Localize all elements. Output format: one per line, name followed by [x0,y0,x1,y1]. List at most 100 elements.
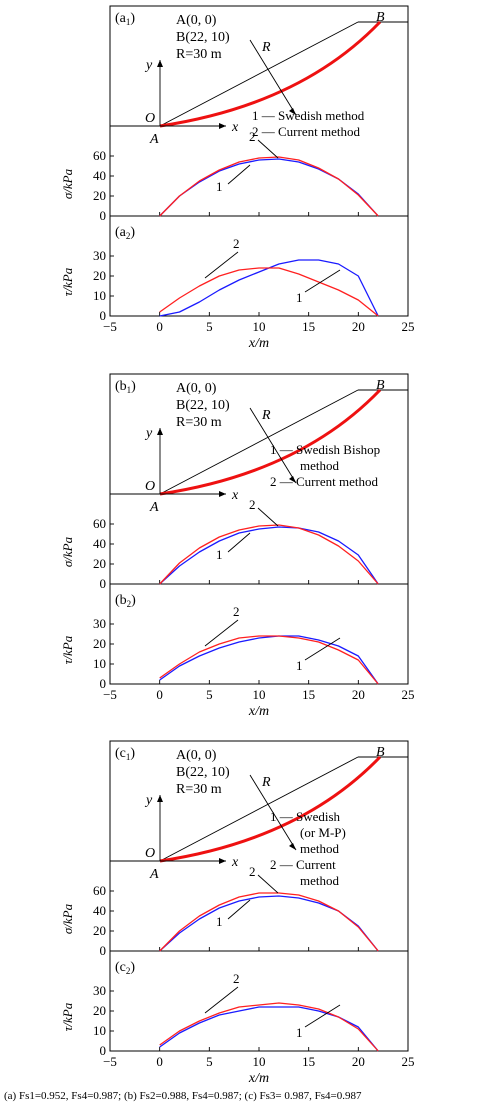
sigma-callout-line-2 [257,139,279,159]
sigma-callout-line-1 [227,532,251,553]
info-line-1: B(22, 10) [176,30,230,45]
sigma-ytick-label-60: 60 [93,148,106,163]
tau-callout-1: 1 [296,1025,303,1040]
legend-line-0-0: 1 — Swedish method [252,108,365,123]
x-tick-label-5: 20 [352,687,365,702]
legend-line-0-0: 1 — Swedish Bishop [270,442,380,457]
panel-label-b2: (b2) [115,593,136,609]
sigma-callout-1: 1 [216,179,223,194]
label-radius: R [261,775,271,790]
info-line-0: A(0, 0) [176,13,217,28]
legend-line-0-2: method [300,841,339,856]
sigma-ytick-label-0: 0 [100,208,107,223]
slip-surface-arc [159,388,382,496]
sigma-ytick-label-60: 60 [93,516,106,531]
tau-callout-1: 1 [296,290,303,305]
info-line-0: A(0, 0) [176,748,217,763]
sigma-ytick-label-40: 40 [93,903,106,918]
slip-surface-arc [159,755,382,863]
x-tick-label-5: 20 [352,1054,365,1069]
x-tick-label-1: 0 [156,319,163,334]
x-tick-label-1: 0 [156,1054,163,1069]
x-tick-label-0: −5 [103,319,117,334]
x-tick-label-6: 25 [402,319,415,334]
radius-arrowhead [289,108,296,115]
slope-line [159,389,359,495]
label-radius: R [261,40,271,55]
slope-line [159,21,359,127]
info-line-1: B(22, 10) [176,765,230,780]
x-tick-label-1: 0 [156,687,163,702]
tau-ytick-label-10: 10 [93,656,106,671]
x-tick-label-4: 15 [302,687,315,702]
sigma-series-1-c [159,895,379,952]
sigma-series-2-c [159,892,379,952]
label-point-o: O [145,111,155,126]
x-axis-arrowhead [219,858,226,864]
label-point-b: B [376,10,385,25]
sigma-ytick-label-20: 20 [93,188,106,203]
tau-callout-line-1 [304,637,341,661]
x-tick-label-2: 5 [206,319,213,334]
legend-line-1-0: 2 — Current [270,857,336,872]
tau-ytick-label-20: 20 [93,1003,106,1018]
x-tick-label-2: 5 [206,1054,213,1069]
sigma-series-1-a [159,158,379,217]
tau-axis-label: τ/kPa [60,267,75,296]
info-line-2: R=30 m [176,47,222,62]
label-point-b: B [376,745,385,760]
tau-axis-label: τ/kPa [60,1002,75,1031]
tau-ytick-label-10: 10 [93,288,106,303]
sigma-callout-2: 2 [249,129,256,144]
tau-ytick-label-30: 30 [93,983,106,998]
tau-ytick-label-20: 20 [93,268,106,283]
tau-callout-line-1 [304,1004,341,1028]
label-point-o: O [145,846,155,861]
sigma-callout-line-2 [257,874,279,894]
label-point-a: A [149,500,159,515]
sigma-axis-label: σ/kPa [60,903,75,934]
tau-ytick-label-0: 0 [100,1043,107,1058]
label-point-a: A [149,867,159,882]
panel-label-c2: (c2) [115,960,135,976]
x-axis-label: x/m [248,704,269,719]
panel-c: (c1) (c2) OA B Rx y A(0, 0) B(22, 10) R=30 m 1 — … [60,740,415,1086]
legend-line-0-1: (or M-P) [300,825,346,840]
label-point-o: O [145,479,155,494]
panel-label-a2: (a2) [115,225,135,241]
tau-ytick-label-0: 0 [100,676,107,691]
tau-series-1-b [159,635,379,685]
label-point-b: B [376,378,385,393]
slope-line [159,756,359,862]
x-tick-label-3: 10 [253,1054,266,1069]
label-x-axis: x [231,120,239,135]
tau-ytick-label-30: 30 [93,616,106,631]
sigma-ytick-label-0: 0 [100,943,107,958]
x-tick-label-6: 25 [402,687,415,702]
x-tick-label-4: 15 [302,1054,315,1069]
sigma-ytick-label-60: 60 [93,883,106,898]
label-radius: R [261,408,271,423]
tau-ytick-label-10: 10 [93,1023,106,1038]
radius-arrow-line [249,39,297,116]
radius-arrow-line [249,774,297,851]
sigma-callout-line-1 [227,164,251,185]
slip-surface-arc [159,20,382,128]
panel-label-b1: (b1) [115,379,136,395]
label-y-axis: y [144,58,153,73]
tau-callout-1: 1 [296,658,303,673]
legend-line-1-1: method [300,873,339,888]
radius-arrowhead [289,843,296,850]
sigma-ytick-label-0: 0 [100,576,107,591]
y-axis-arrowhead [157,60,163,67]
sigma-ytick-label-40: 40 [93,536,106,551]
sigma-callout-1: 1 [216,547,223,562]
info-line-1: B(22, 10) [176,398,230,413]
tau-callout-line-2 [204,251,239,279]
tau-callout-2: 2 [233,604,240,619]
tau-series-2-b [159,635,379,685]
frame-lower-b [109,583,409,685]
panel-label-a1: (a1) [115,11,135,27]
tau-ytick-label-0: 0 [100,308,107,323]
